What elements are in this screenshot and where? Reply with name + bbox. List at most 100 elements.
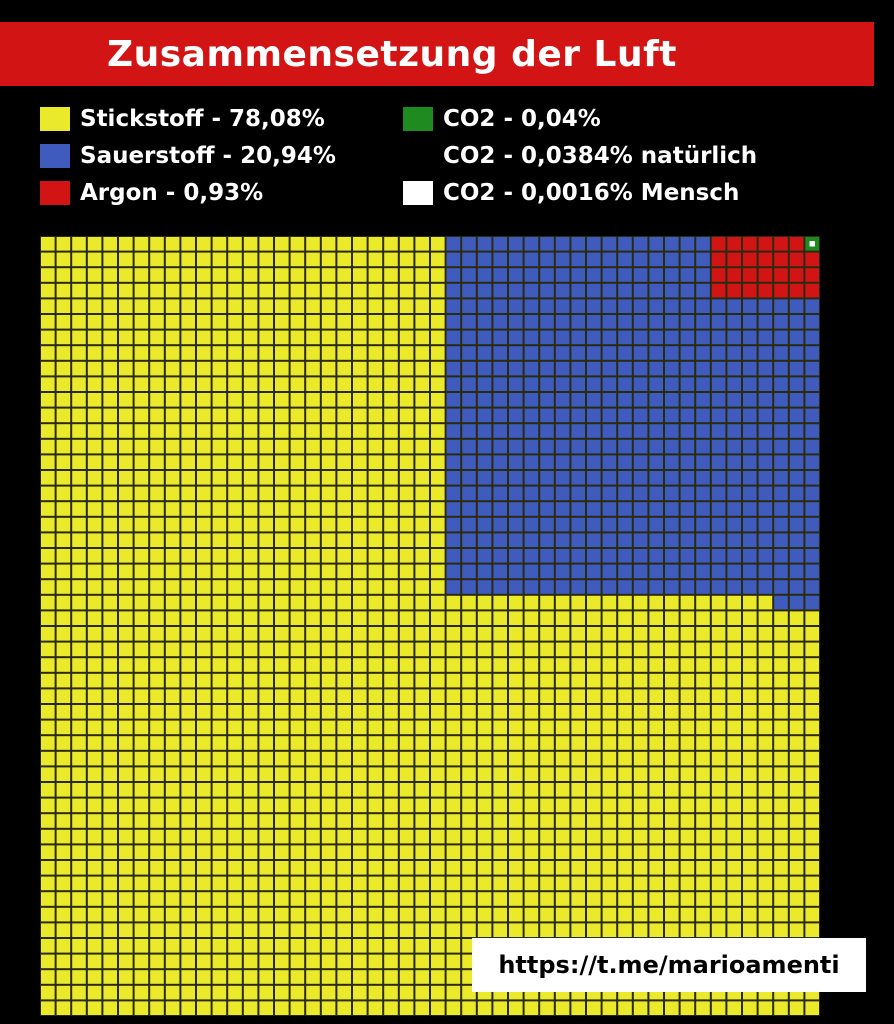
waffle-cell-oxygen: [680, 455, 695, 469]
waffle-cell-nitrogen: [665, 1001, 679, 1015]
waffle-cell-nitrogen: [368, 330, 383, 345]
waffle-cell-nitrogen: [103, 393, 117, 407]
waffle-cell-nitrogen: [275, 611, 289, 625]
waffle-cell-nitrogen: [259, 455, 273, 469]
waffle-cell-nitrogen: [87, 829, 102, 844]
waffle-cell-nitrogen: [680, 705, 695, 719]
waffle-cell-nitrogen: [290, 268, 305, 282]
waffle-cell-nitrogen: [353, 627, 367, 641]
waffle-cell-nitrogen: [181, 689, 195, 703]
waffle-cell-nitrogen: [181, 939, 195, 953]
waffle-cell-nitrogen: [228, 502, 242, 516]
waffle-cell-nitrogen: [337, 627, 351, 641]
waffle-cell-nitrogen: [103, 939, 117, 953]
waffle-cell-nitrogen: [103, 767, 117, 781]
waffle-cell-nitrogen: [493, 673, 507, 688]
waffle-cell-nitrogen: [368, 564, 383, 579]
waffle-cell-nitrogen: [665, 798, 679, 813]
waffle-cell-oxygen: [540, 455, 554, 469]
waffle-cell-oxygen: [758, 455, 773, 469]
waffle-cell-nitrogen: [212, 923, 227, 937]
waffle-cell-oxygen: [789, 315, 804, 329]
waffle-cell-nitrogen: [446, 751, 461, 766]
waffle-cell-nitrogen: [789, 751, 804, 766]
waffle-cell-oxygen: [696, 268, 710, 282]
waffle-cell-nitrogen: [337, 907, 351, 922]
waffle-cell-nitrogen: [509, 814, 523, 828]
waffle-cell-oxygen: [805, 455, 819, 469]
waffle-cell-nitrogen: [633, 751, 648, 766]
waffle-cell-nitrogen: [555, 736, 570, 750]
waffle-cell-nitrogen: [150, 1001, 164, 1015]
waffle-cell-oxygen: [524, 330, 539, 345]
waffle-cell-nitrogen: [446, 923, 461, 937]
waffle-cell-nitrogen: [353, 315, 367, 329]
waffle-cell-nitrogen: [165, 923, 180, 937]
waffle-cell-nitrogen: [353, 767, 367, 781]
waffle-cell-oxygen: [743, 533, 757, 547]
waffle-cell-nitrogen: [680, 861, 695, 875]
waffle-cell-nitrogen: [633, 829, 648, 844]
waffle-cell-nitrogen: [384, 595, 398, 610]
waffle-cell-oxygen: [711, 502, 726, 516]
waffle-cell-oxygen: [462, 268, 476, 282]
waffle-cell-nitrogen: [431, 689, 445, 703]
waffle-cell-nitrogen: [321, 720, 336, 735]
watermark-link[interactable]: https://t.me/marioamenti: [472, 938, 866, 992]
waffle-cell-nitrogen: [150, 985, 164, 1000]
waffle-cell-nitrogen: [337, 611, 351, 625]
waffle-cell-nitrogen: [72, 970, 86, 984]
waffle-cell-oxygen: [602, 268, 617, 282]
waffle-cell-nitrogen: [41, 393, 55, 407]
waffle-cell-nitrogen: [150, 455, 164, 469]
waffle-cell-nitrogen: [134, 767, 149, 781]
waffle-cell-nitrogen: [758, 783, 773, 797]
waffle-cell-nitrogen: [197, 954, 211, 969]
waffle-cell-nitrogen: [337, 361, 351, 376]
waffle-cell-nitrogen: [368, 424, 383, 438]
waffle-cell-nitrogen: [555, 595, 570, 610]
waffle-cell-nitrogen: [181, 642, 195, 657]
waffle-cell-nitrogen: [275, 923, 289, 937]
waffle-cell-nitrogen: [228, 876, 242, 891]
waffle-cell-nitrogen: [306, 315, 320, 329]
waffle-cell-oxygen: [758, 408, 773, 423]
waffle-cell-nitrogen: [431, 486, 445, 501]
waffle-cell-nitrogen: [774, 767, 788, 781]
waffle-cell-nitrogen: [41, 486, 55, 501]
waffle-cell-oxygen: [696, 424, 710, 438]
waffle-cell-nitrogen: [368, 549, 383, 563]
waffle-cell-nitrogen: [306, 361, 320, 376]
legend-item-sauerstoff: Sauerstoff - 20,94%: [40, 143, 336, 169]
waffle-cell-nitrogen: [353, 939, 367, 953]
waffle-cell-nitrogen: [727, 611, 741, 625]
waffle-cell-oxygen: [493, 393, 507, 407]
waffle-cell-nitrogen: [571, 611, 585, 625]
waffle-cell-nitrogen: [103, 408, 117, 423]
waffle-cell-nitrogen: [41, 299, 55, 313]
waffle-cell-nitrogen: [493, 861, 507, 875]
waffle-cell-nitrogen: [72, 814, 86, 828]
waffle-cell-nitrogen: [477, 798, 492, 813]
waffle-cell-oxygen: [711, 517, 726, 532]
waffle-cell-oxygen: [649, 346, 663, 360]
waffle-cell-oxygen: [727, 299, 741, 313]
waffle-cell-oxygen: [602, 455, 617, 469]
waffle-cell-nitrogen: [275, 783, 289, 797]
waffle-cell-nitrogen: [87, 330, 102, 345]
waffle-cell-nitrogen: [555, 642, 570, 657]
waffle-cell-nitrogen: [87, 954, 102, 969]
waffle-cell-oxygen: [571, 533, 585, 547]
waffle-cell-nitrogen: [368, 237, 383, 251]
waffle-cell-nitrogen: [571, 658, 585, 672]
waffle-cell-nitrogen: [368, 861, 383, 875]
waffle-cell-nitrogen: [72, 408, 86, 423]
waffle-cell-nitrogen: [165, 720, 180, 735]
waffle-cell-nitrogen: [134, 829, 149, 844]
waffle-cell-nitrogen: [306, 471, 320, 485]
waffle-cell-oxygen: [462, 580, 476, 594]
waffle-cell-nitrogen: [524, 1001, 539, 1015]
waffle-cell-nitrogen: [415, 627, 429, 641]
waffle-cell-oxygen: [618, 424, 632, 438]
waffle-cell-nitrogen: [602, 611, 617, 625]
